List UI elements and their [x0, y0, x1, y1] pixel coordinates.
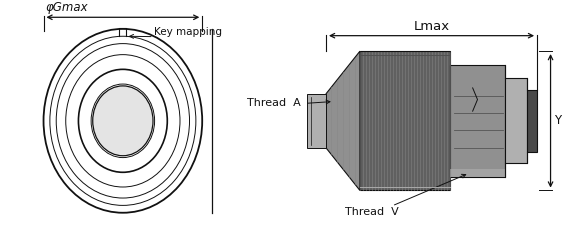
Bar [527, 90, 537, 152]
Text: Y: Y [555, 114, 561, 127]
Polygon shape [326, 51, 360, 191]
Text: Thread  A: Thread A [247, 98, 300, 108]
Bar [450, 169, 505, 177]
Ellipse shape [93, 86, 153, 156]
Text: φGmax: φGmax [46, 1, 88, 14]
Bar [505, 78, 527, 163]
Text: Lmax: Lmax [413, 20, 450, 33]
Text: Thread  V: Thread V [345, 207, 399, 217]
Bar [360, 51, 450, 191]
Text: Key mapping: Key mapping [154, 27, 222, 37]
Bar [450, 65, 505, 177]
Bar [307, 94, 326, 148]
